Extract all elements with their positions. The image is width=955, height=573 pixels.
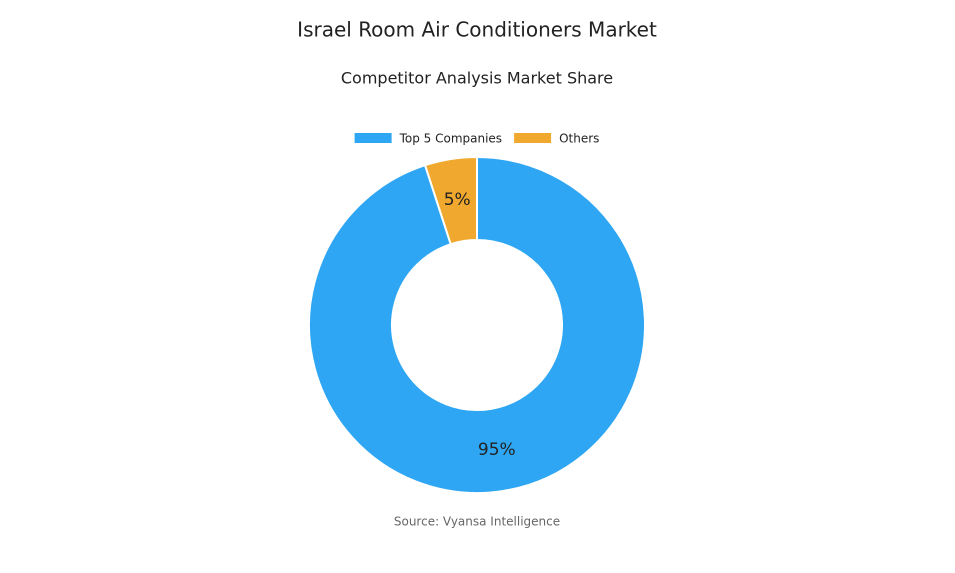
legend-label: Others [559,132,599,146]
donut-slice [308,155,646,494]
legend-swatch [514,133,552,143]
data-label: 5% [444,190,471,210]
data-label: 95% [478,440,516,460]
chart-title: Israel Room Air Conditioners Market [297,18,657,42]
donut-slice [423,155,478,246]
legend-label: Top 5 Companies [399,132,502,146]
source: Source: Vyansa Intelligence [394,515,560,529]
legend-swatch [354,133,392,143]
chart-subtitle: Competitor Analysis Market Share [341,69,613,88]
